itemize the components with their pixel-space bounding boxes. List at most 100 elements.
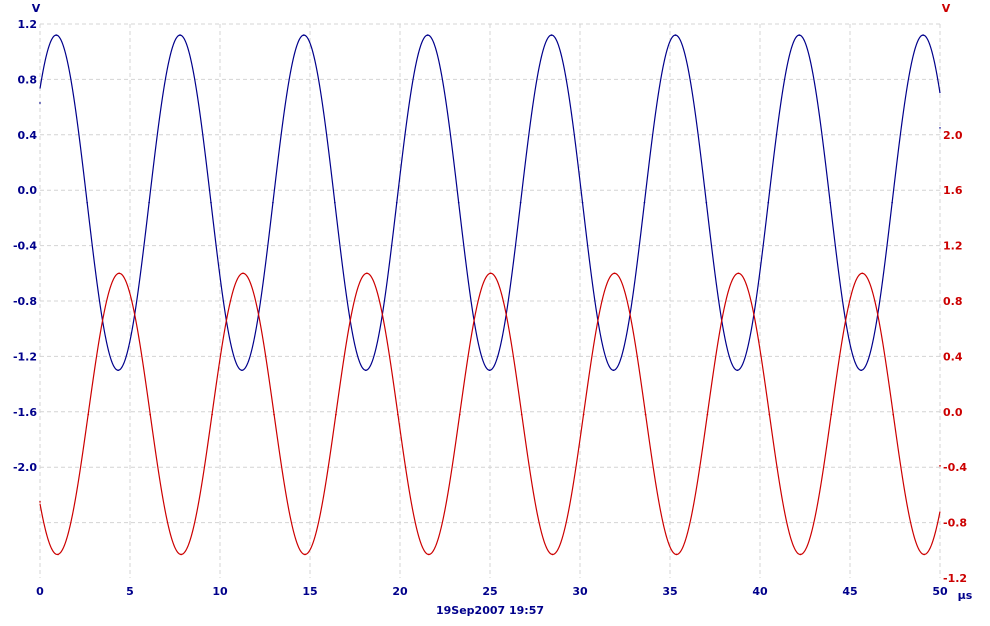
series-1-point bbox=[674, 34, 677, 36]
x-tick-label: 40 bbox=[752, 585, 768, 598]
series-1-point bbox=[241, 369, 243, 372]
series-1-point bbox=[334, 201, 336, 204]
series-1-point bbox=[643, 201, 646, 204]
x-tick-label: 5 bbox=[126, 585, 134, 598]
series-2-point bbox=[520, 413, 523, 416]
left-y-tick-label: -1.2 bbox=[13, 350, 37, 363]
series-2-point bbox=[57, 553, 59, 556]
series-2-point bbox=[830, 413, 833, 416]
series-1-point bbox=[939, 127, 941, 129]
series-2-point bbox=[582, 413, 585, 416]
series-2-point bbox=[149, 413, 151, 416]
right-y-tick-label: -1.2 bbox=[943, 572, 967, 585]
x-tick-label: 50 bbox=[932, 585, 948, 598]
x-tick-label: 15 bbox=[302, 585, 317, 598]
series-2-point bbox=[923, 553, 925, 556]
traces bbox=[39, 34, 941, 556]
right-y-tick-label: -0.4 bbox=[943, 461, 967, 474]
right-axis-unit: V bbox=[942, 2, 951, 15]
series-2-point bbox=[551, 553, 554, 556]
series-1-point bbox=[829, 201, 831, 204]
series-1-point bbox=[148, 201, 150, 204]
series-2-point bbox=[180, 553, 182, 556]
x-tick-label: 45 bbox=[842, 585, 857, 598]
grid bbox=[39, 23, 941, 578]
labels: 1.2 0.8 0.4 0.0 -0.4 -0.8 -1.2 -1.6 -2.0 2.0 1.6 1.… bbox=[13, 18, 967, 598]
series-1-point bbox=[55, 34, 57, 36]
x-tick-label: 30 bbox=[572, 585, 588, 598]
series-2-point bbox=[861, 272, 864, 275]
series-1-point bbox=[457, 201, 460, 204]
series-2-point bbox=[613, 272, 616, 275]
timestamp: 19Sep2007 19:57 bbox=[436, 604, 544, 617]
x-tick-label: 20 bbox=[392, 585, 408, 598]
series-1-point bbox=[117, 369, 119, 372]
right-y-tick-label: 1.2 bbox=[943, 240, 963, 253]
left-y-tick-label: -2.0 bbox=[13, 461, 37, 474]
series-1-point bbox=[860, 369, 862, 372]
series-2-point bbox=[675, 553, 678, 556]
x-tick-label: 25 bbox=[482, 585, 497, 598]
series-2-point bbox=[799, 553, 802, 556]
series-2-point bbox=[87, 413, 90, 416]
series-2-point bbox=[118, 272, 120, 275]
x-axis-unit: µs bbox=[958, 589, 973, 602]
series-1-point bbox=[39, 102, 41, 104]
series-1-point bbox=[891, 201, 893, 204]
series-2-point bbox=[273, 413, 275, 416]
left-y-tick-label: 1.2 bbox=[18, 18, 38, 31]
series-1-point bbox=[519, 201, 522, 204]
series-2-point bbox=[397, 413, 399, 416]
series-1-point bbox=[736, 369, 739, 372]
series-2-point bbox=[458, 413, 461, 416]
series-1-point bbox=[581, 201, 584, 204]
right-y-tick-label: 2.0 bbox=[943, 129, 963, 142]
series-1-point bbox=[272, 201, 274, 204]
right-y-tick-label: 0.4 bbox=[943, 350, 963, 363]
series-1-point bbox=[767, 201, 770, 204]
series-1-point bbox=[705, 201, 708, 204]
series-1-point bbox=[426, 34, 429, 36]
right-y-tick-label: 0.8 bbox=[943, 295, 963, 308]
right-y-tick-label: 0.0 bbox=[943, 406, 963, 419]
x-tick-label: 10 bbox=[212, 585, 228, 598]
left-y-tick-label: 0.8 bbox=[18, 73, 38, 86]
series-2-point bbox=[768, 413, 771, 416]
left-y-tick-label: -0.4 bbox=[13, 240, 37, 253]
series-2-point bbox=[939, 465, 941, 467]
series-1-point bbox=[798, 34, 801, 36]
series-2-point bbox=[242, 272, 244, 275]
series-1-point bbox=[365, 369, 367, 372]
series-2-point bbox=[428, 553, 430, 556]
series-2-point bbox=[489, 272, 492, 275]
series-1-point bbox=[550, 34, 553, 36]
series-2-point bbox=[211, 413, 213, 416]
right-y-tick-label: 1.6 bbox=[943, 184, 963, 197]
x-tick-label: 35 bbox=[662, 585, 677, 598]
left-axis-unit: V bbox=[32, 2, 41, 15]
series-1-point bbox=[922, 34, 924, 36]
x-tick-label: 0 bbox=[36, 585, 44, 598]
series-1-point bbox=[488, 369, 491, 372]
series-1-point bbox=[86, 201, 88, 204]
series-2-point bbox=[892, 413, 894, 416]
left-y-tick-label: -0.8 bbox=[13, 295, 37, 308]
left-y-tick-label: -1.6 bbox=[13, 406, 37, 419]
series-2-point bbox=[644, 413, 647, 416]
series-1-point bbox=[395, 201, 398, 204]
series-2-point bbox=[39, 501, 41, 503]
left-y-tick-label: 0.0 bbox=[18, 184, 38, 197]
series-1-point bbox=[179, 34, 181, 36]
series-2-point bbox=[304, 553, 306, 556]
left-y-tick-label: 0.4 bbox=[18, 129, 38, 142]
series-2-point bbox=[706, 413, 709, 416]
series-1-point bbox=[210, 201, 212, 204]
series-1-point bbox=[303, 34, 305, 36]
series-2-point bbox=[737, 272, 740, 275]
right-y-tick-label: -0.8 bbox=[943, 517, 967, 530]
series-1-point bbox=[612, 369, 615, 372]
series-2-point bbox=[335, 413, 337, 416]
series-2-point bbox=[366, 272, 368, 275]
